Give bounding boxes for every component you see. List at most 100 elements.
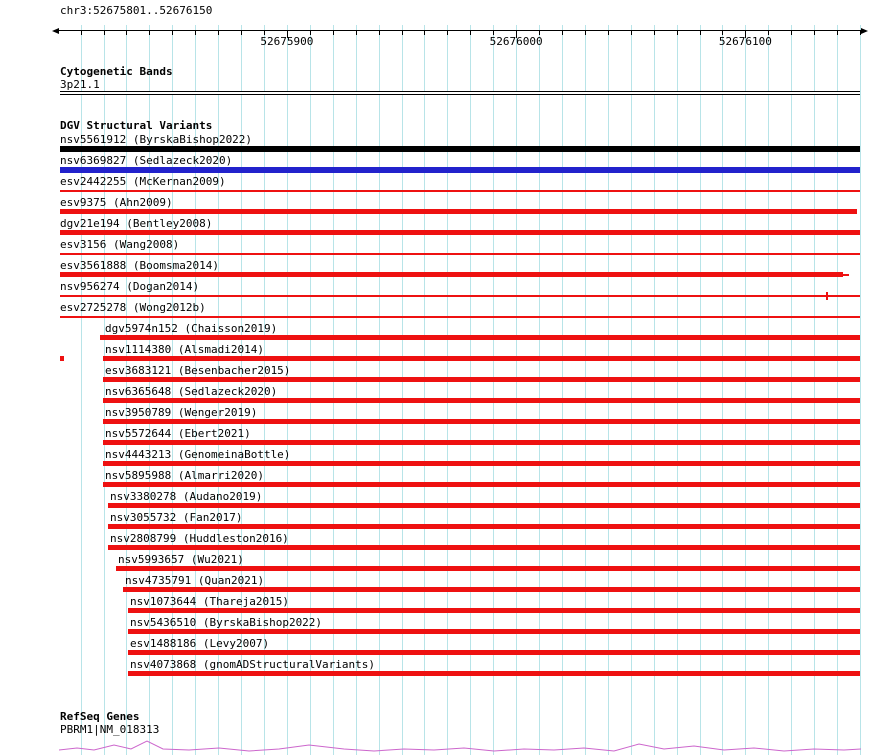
- variant-row: dgv5974n152 (Chaisson2019): [0, 323, 890, 344]
- ruler-minor-tick: [722, 31, 724, 35]
- gridline: [630, 25, 632, 755]
- ruler-minor-tick: [470, 31, 472, 35]
- variant-bar[interactable]: [60, 316, 860, 318]
- variant-row: dgv21e194 (Bentley2008): [0, 218, 890, 239]
- variant-bar[interactable]: [100, 335, 860, 340]
- variant-bar[interactable]: [60, 146, 860, 152]
- ruler-minor-tick: [195, 31, 197, 35]
- variant-label[interactable]: esv2442255 (McKernan2009): [60, 175, 226, 188]
- variant-label[interactable]: esv1488186 (Levy2007): [130, 637, 270, 650]
- variant-bar[interactable]: [128, 650, 860, 655]
- dgv-track-title: DGV Structural Variants: [60, 119, 213, 132]
- gridline: [768, 25, 770, 755]
- variant-bar[interactable]: [103, 377, 860, 382]
- variant-bar[interactable]: [108, 524, 860, 529]
- variant-bar[interactable]: [60, 209, 857, 214]
- variant-label[interactable]: esv3683121 (Besenbacher2015): [105, 364, 291, 377]
- variant-label[interactable]: nsv2808799 (Huddleston2016): [110, 532, 289, 545]
- gene-line: [59, 740, 861, 752]
- gridline: [149, 25, 151, 755]
- variant-label[interactable]: nsv5561912 (ByrskaBishop2022): [60, 133, 253, 146]
- variant-bar[interactable]: [60, 295, 860, 297]
- gridline: [378, 25, 380, 755]
- variant-label[interactable]: nsv6369827 (Sedlazeck2020): [60, 154, 233, 167]
- gridline: [103, 25, 105, 755]
- ruler-minor-tick: [378, 31, 380, 35]
- refseq-track-title: RefSeq Genes: [60, 710, 140, 723]
- variant-bar[interactable]: [123, 587, 860, 592]
- gridline: [584, 25, 586, 755]
- variant-row: nsv6369827 (Sedlazeck2020): [0, 155, 890, 176]
- gridline: [447, 25, 449, 755]
- variant-row: esv1488186 (Levy2007): [0, 638, 890, 659]
- variant-label[interactable]: nsv5895988 (Almarri2020): [105, 469, 264, 482]
- variant-bar[interactable]: [60, 230, 860, 235]
- variant-bar[interactable]: [128, 671, 860, 676]
- gridline: [837, 25, 839, 755]
- cytoband-glyph[interactable]: [60, 91, 860, 95]
- gridline: [355, 25, 357, 755]
- variant-bar[interactable]: [103, 419, 860, 424]
- gridline: [676, 25, 678, 755]
- variant-bar[interactable]: [103, 356, 860, 361]
- variant-bar[interactable]: [108, 503, 860, 508]
- variant-label[interactable]: nsv3055732 (Fan2017): [110, 511, 243, 524]
- ruler-minor-tick: [493, 31, 495, 35]
- variant-bar[interactable]: [108, 545, 860, 550]
- variant-label[interactable]: nsv1073644 (Thareja2015): [130, 595, 289, 608]
- ruler-minor-tick: [562, 31, 563, 35]
- gridline: [493, 25, 495, 755]
- ruler-minor-tick: [447, 31, 449, 35]
- refseq-gene-label[interactable]: PBRM1|NM_018313: [60, 723, 160, 736]
- ruler-arrow-right-icon: [861, 28, 868, 34]
- variant-label[interactable]: esv2725278 (Wong2012b): [60, 301, 206, 314]
- ruler-minor-tick: [264, 31, 265, 35]
- variant-bar[interactable]: [103, 482, 860, 487]
- ruler-minor-tick: [607, 31, 609, 35]
- variant-label[interactable]: nsv4735791 (Quan2021): [125, 574, 265, 587]
- ruler-arrow-left-icon: [52, 28, 59, 34]
- variant-label[interactable]: nsv3380278 (Audano2019): [110, 490, 263, 503]
- variant-bar[interactable]: [128, 629, 860, 634]
- refseq-gene-glyph[interactable]: [59, 737, 861, 755]
- variant-label[interactable]: dgv5974n152 (Chaisson2019): [105, 322, 278, 335]
- gridline: [195, 25, 197, 755]
- gridline: [424, 25, 426, 755]
- variant-label[interactable]: esv3156 (Wang2008): [60, 238, 180, 251]
- coordinate-ruler[interactable]: 52675900 52676000 52676100: [0, 0, 890, 50]
- variant-label[interactable]: nsv6365648 (Sedlazeck2020): [105, 385, 278, 398]
- variant-label[interactable]: dgv21e194 (Bentley2008): [60, 217, 213, 230]
- variant-row: nsv5572644 (Ebert2021): [0, 428, 890, 449]
- variant-row: esv2725278 (Wong2012b): [0, 302, 890, 323]
- variant-label[interactable]: nsv5572644 (Ebert2021): [105, 427, 251, 440]
- gridline: [80, 25, 82, 755]
- ruler-minor-tick: [103, 31, 105, 35]
- variant-label[interactable]: nsv956274 (Dogan2014): [60, 280, 200, 293]
- variant-label[interactable]: nsv3950789 (Wenger2019): [105, 406, 258, 419]
- variant-label[interactable]: nsv5993657 (Wu2021): [118, 553, 244, 566]
- variant-bar[interactable]: [60, 253, 860, 255]
- ruler-minor-tick: [699, 31, 701, 35]
- variant-label[interactable]: esv3561888 (Boomsma2014): [60, 259, 219, 272]
- variant-bar[interactable]: [60, 272, 843, 277]
- variant-bar[interactable]: [60, 190, 860, 192]
- variant-bar[interactable]: [103, 398, 860, 403]
- variant-label[interactable]: esv9375 (Ahn2009): [60, 196, 173, 209]
- gridline: [470, 25, 472, 755]
- variant-bar[interactable]: [103, 461, 860, 466]
- variant-bar[interactable]: [60, 167, 860, 173]
- variant-label[interactable]: nsv4443213 (GenomeinaBottle): [105, 448, 291, 461]
- variant-row: nsv4073868 (gnomADStructuralVariants): [0, 659, 890, 680]
- gridline: [241, 25, 243, 755]
- variant-bar[interactable]: [116, 566, 860, 571]
- variant-label[interactable]: nsv4073868 (gnomADStructuralVariants): [130, 658, 376, 671]
- variant-bar[interactable]: [103, 440, 860, 445]
- variant-label[interactable]: nsv5436510 (ByrskaBishop2022): [130, 616, 323, 629]
- gridline: [332, 25, 334, 755]
- variant-row: nsv5895988 (Almarri2020): [0, 470, 890, 491]
- variant-label[interactable]: nsv1114380 (Alsmadi2014): [105, 343, 264, 356]
- variant-bar[interactable]: [128, 608, 860, 613]
- gridline: [860, 25, 861, 755]
- ruler-line: [58, 30, 862, 31]
